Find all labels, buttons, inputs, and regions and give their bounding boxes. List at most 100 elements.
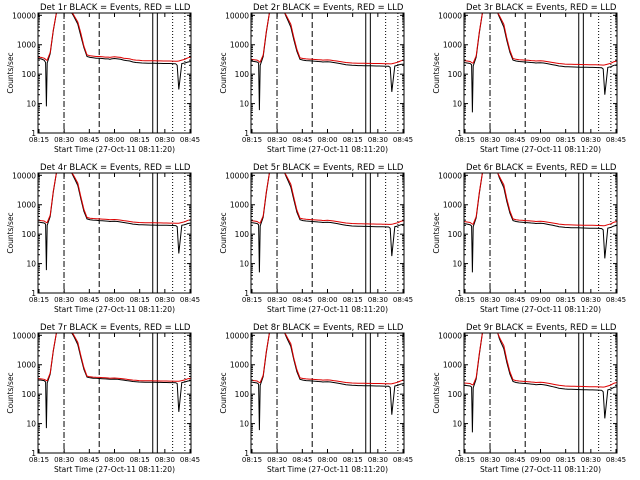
x-tick-label: 08:45 [606, 456, 626, 464]
detector-plot-8: Det 8r BLACK = Events, RED = LLD 1 10 100 10… [219, 323, 413, 474]
series-line-lld [251, 333, 404, 385]
y-tick-label: 10 [239, 420, 249, 429]
x-tick-label: 08:15 [455, 296, 475, 304]
y-tick-label: 10 [26, 260, 36, 269]
y-tick-label: 10 [452, 100, 462, 109]
x-axis-label: Start Time (27-Oct-11 08:11:20) [480, 305, 601, 314]
x-tick-label: 08:45 [505, 136, 525, 144]
plot-title: Det 2r BLACK = Events, RED = LLD [253, 3, 404, 13]
x-tick-label: 08:15 [556, 296, 576, 304]
x-tick-label: 08:30 [155, 456, 175, 464]
x-axis-label: Start Time (27-Oct-11 08:11:20) [54, 465, 175, 474]
series-line-lld [251, 173, 404, 225]
x-tick-label: 09:00 [530, 456, 550, 464]
x-tick-label: 08:30 [155, 296, 175, 304]
x-tick-label: 08:30 [54, 136, 74, 144]
x-tick-label: 08:30 [267, 296, 287, 304]
x-tick-label: 08:00 [317, 456, 337, 464]
x-axis-label: Start Time (27-Oct-11 08:11:20) [54, 305, 175, 314]
x-tick-label: 08:15 [130, 456, 150, 464]
x-tick-label: 08:30 [368, 136, 388, 144]
detector-plot-4: Det 4r BLACK = Events, RED = LLD 1 10 100 10… [6, 163, 200, 314]
series-line-lld [251, 13, 404, 65]
series-line-lld [464, 13, 617, 66]
x-tick-label: 08:45 [180, 296, 200, 304]
x-tick-label: 08:30 [54, 456, 74, 464]
series-line-events [464, 333, 617, 433]
y-tick-label: 10000 [225, 171, 249, 180]
y-tick-label: 10 [239, 260, 249, 269]
y-tick-label: 100 [235, 390, 250, 399]
series-line-events [464, 13, 617, 113]
y-tick-label: 1 [457, 449, 462, 458]
y-axis-label: Counts/sec [6, 212, 15, 253]
y-tick-label: 1000 [230, 201, 249, 210]
x-tick-label: 08:30 [267, 456, 287, 464]
x-tick-label: 08:45 [180, 456, 200, 464]
x-tick-label: 08:15 [242, 296, 262, 304]
detector-plot-9: Det 9r BLACK = Events, RED = LLD 1 10 100 10… [432, 323, 626, 474]
plot-frame [37, 332, 192, 454]
x-tick-label: 08:15 [29, 456, 49, 464]
x-tick-label: 08:30 [480, 296, 500, 304]
y-axis-label: Counts/sec [6, 52, 15, 93]
plot-title: Det 7r BLACK = Events, RED = LLD [40, 323, 191, 333]
y-tick-label: 1 [244, 289, 249, 298]
plot-frame [37, 12, 192, 134]
x-axis-label: Start Time (27-Oct-11 08:11:20) [267, 305, 388, 314]
series-line-lld [38, 173, 191, 224]
series-line-events [38, 173, 191, 271]
x-tick-label: 08:30 [581, 136, 601, 144]
y-tick-label: 10000 [225, 331, 249, 340]
plot-title: Det 4r BLACK = Events, RED = LLD [40, 163, 191, 173]
y-tick-label: 1 [31, 449, 36, 458]
x-tick-label: 08:30 [581, 456, 601, 464]
x-tick-label: 08:15 [130, 136, 150, 144]
plot-title: Det 6r BLACK = Events, RED = LLD [466, 163, 617, 173]
plot-frame [250, 12, 405, 134]
x-tick-label: 08:15 [130, 296, 150, 304]
x-tick-label: 08:45 [606, 136, 626, 144]
x-tick-label: 08:30 [480, 136, 500, 144]
y-tick-label: 10000 [225, 11, 249, 20]
x-tick-label: 08:00 [104, 136, 124, 144]
x-tick-label: 09:00 [530, 136, 550, 144]
y-axis-label: Counts/sec [219, 212, 228, 253]
x-tick-label: 08:45 [505, 296, 525, 304]
x-axis-label: Start Time (27-Oct-11 08:11:20) [267, 145, 388, 154]
y-tick-label: 1000 [17, 361, 36, 370]
y-axis-label: Counts/sec [432, 212, 441, 253]
plot-title: Det 9r BLACK = Events, RED = LLD [466, 323, 617, 333]
series-line-lld [464, 333, 617, 388]
y-tick-label: 100 [235, 70, 250, 79]
y-tick-label: 1000 [443, 201, 462, 210]
x-axis-label: Start Time (27-Oct-11 08:11:20) [480, 145, 601, 154]
x-tick-label: 08:00 [104, 456, 124, 464]
x-tick-label: 08:45 [79, 296, 99, 304]
y-axis-label: Counts/sec [432, 52, 441, 93]
x-tick-label: 08:45 [606, 296, 626, 304]
y-tick-label: 10000 [438, 171, 462, 180]
y-tick-label: 1 [244, 129, 249, 138]
y-axis-label: Counts/sec [219, 372, 228, 413]
x-tick-label: 08:30 [267, 136, 287, 144]
x-tick-label: 08:45 [393, 456, 413, 464]
y-tick-label: 100 [448, 70, 463, 79]
x-tick-label: 08:30 [581, 296, 601, 304]
detector-plot-1: Det 1r BLACK = Events, RED = LLD 1 10 100 10… [6, 3, 200, 154]
y-tick-label: 1 [244, 449, 249, 458]
detector-plot-5: Det 5r BLACK = Events, RED = LLD 1 10 100 10… [219, 163, 413, 314]
x-axis-label: Start Time (27-Oct-11 08:11:20) [54, 145, 175, 154]
series-line-events [464, 173, 617, 273]
plot-frame [250, 172, 405, 294]
y-tick-label: 10000 [12, 11, 36, 20]
series-line-events [38, 13, 191, 107]
y-tick-label: 1000 [17, 201, 36, 210]
series-line-lld [38, 13, 191, 62]
x-tick-label: 08:15 [556, 456, 576, 464]
y-tick-label: 1000 [443, 41, 462, 50]
x-tick-label: 08:00 [104, 296, 124, 304]
plot-title: Det 1r BLACK = Events, RED = LLD [40, 3, 191, 13]
y-tick-label: 1000 [230, 41, 249, 50]
